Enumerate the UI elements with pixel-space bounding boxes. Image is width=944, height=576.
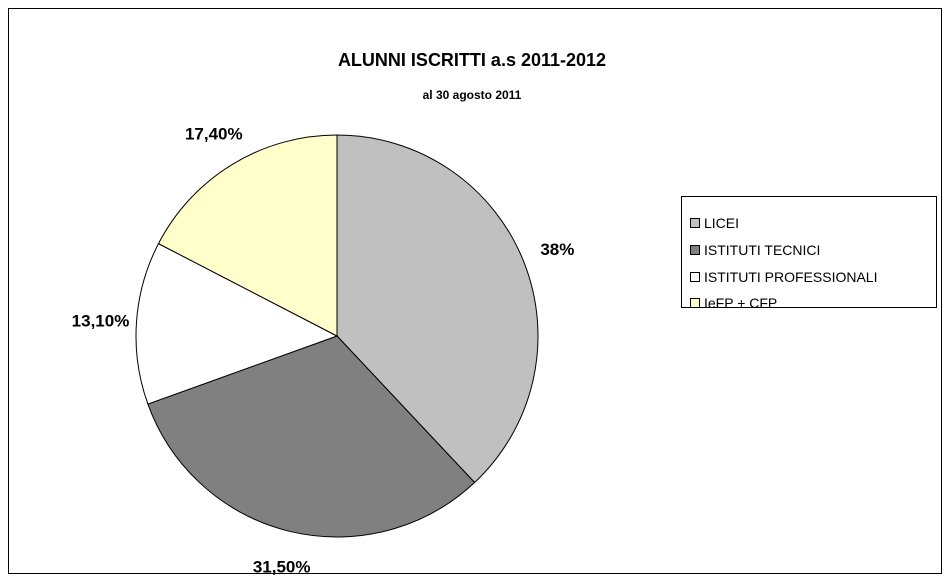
legend-item-licei: LICEI [690, 215, 739, 231]
legend-label: ISTITUTI TECNICI [704, 242, 821, 258]
chart-title: ALUNNI ISCRITTI a.s 2011-2012 [337, 50, 607, 70]
chart-subtitle: al 30 agosto 2011 [422, 88, 522, 102]
legend-item-iefp-cfp: IeFP + CFP [690, 295, 777, 311]
pie-slice-istituti-professionali [135, 242, 339, 405]
legend-swatch [690, 218, 700, 228]
pie-slice-iefp-cfp [157, 134, 338, 337]
legend-item-istituti-tecnici: ISTITUTI TECNICI [690, 242, 820, 258]
legend-swatch [690, 298, 700, 308]
legend-label: IeFP + CFP [704, 295, 778, 311]
pie-slice-licei [336, 134, 539, 484]
legend: LICEI ISTITUTI TECNICI ISTITUTI PROFESSION… [681, 196, 937, 311]
data-label-iefp-cfp: 17,40% [185, 125, 243, 144]
legend-swatch [690, 245, 700, 255]
data-label-istituti-professionali: 13,10% [72, 311, 130, 330]
legend-label: ISTITUTI PROFESSIONALI [704, 269, 878, 285]
data-label-istituti-tecnici: 31,50% [253, 557, 311, 576]
legend-item-istituti-professionali: ISTITUTI PROFESSIONALI [690, 269, 877, 285]
pie-slice-istituti-tecnici [147, 335, 476, 538]
legend-swatch [690, 272, 700, 282]
legend-label: LICEI [704, 215, 740, 231]
data-label-licei: 38% [540, 240, 574, 259]
